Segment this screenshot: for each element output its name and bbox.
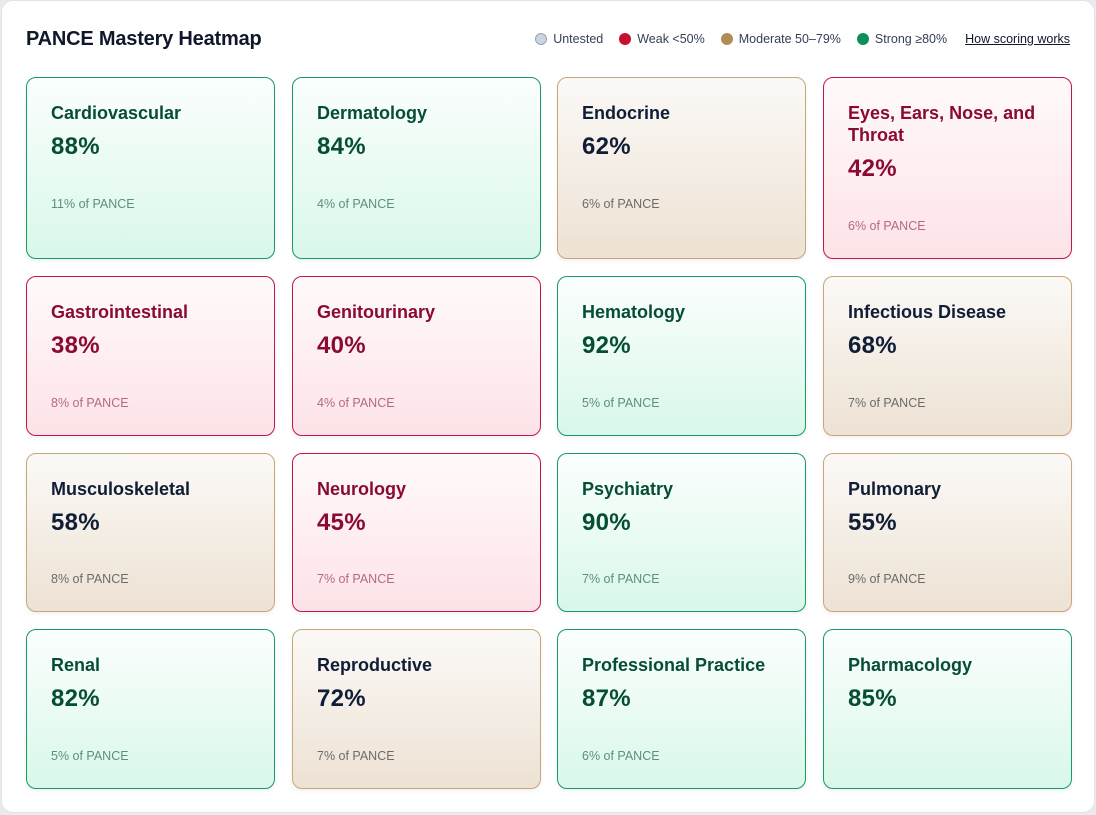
domain-card-genitourinary[interactable]: Genitourinary 40% 4% of PANCE <box>292 276 541 436</box>
card-weight: 8% of PANCE <box>51 572 129 586</box>
legend: Untested Weak <50% Moderate 50–79% Stron… <box>535 32 1070 46</box>
card-score: 45% <box>317 509 366 536</box>
card-title: Dermatology <box>317 103 428 123</box>
card-title: Gastrointestinal <box>51 302 189 322</box>
card-weight: 8% of PANCE <box>51 396 129 410</box>
card-score: 88% <box>51 133 100 160</box>
domain-card-neurology[interactable]: Neurology 45% 7% of PANCE <box>292 453 541 612</box>
mastery-grid: Cardiovascular 88% 11% of PANCE Dermatol… <box>26 77 1073 790</box>
domain-card-gastrointestinal[interactable]: Gastrointestinal 38% 8% of PANCE <box>26 276 275 436</box>
domain-card-cardiovascular[interactable]: Cardiovascular 88% 11% of PANCE <box>26 77 275 259</box>
card-title: Musculoskeletal <box>51 479 191 499</box>
card-title: Pharmacology <box>848 655 973 675</box>
moderate-dot-icon <box>720 33 733 45</box>
domain-card-pulmonary[interactable]: Pulmonary 55% 9% of PANCE <box>823 453 1072 612</box>
card-weight: 4% of PANCE <box>317 396 395 410</box>
card-score: 92% <box>582 332 631 359</box>
header: PANCE Mastery Heatmap Untested Weak <50%… <box>26 25 1070 53</box>
card-weight: 11% of PANCE <box>51 197 135 211</box>
card-score: 42% <box>848 155 897 182</box>
domain-card-eent[interactable]: Eyes, Ears, Nose, and Throat 42% 6% of P… <box>823 77 1072 259</box>
card-score: 55% <box>848 509 897 536</box>
card-score: 87% <box>582 685 631 712</box>
domain-card-psychiatry[interactable]: Psychiatry 90% 7% of PANCE <box>557 453 806 612</box>
card-score: 62% <box>582 133 631 160</box>
legend-label: Untested <box>553 32 604 46</box>
how-scoring-works-link[interactable]: How scoring works <box>965 32 1070 46</box>
card-weight: 7% of PANCE <box>317 572 395 586</box>
card-weight: 4% of PANCE <box>317 197 395 211</box>
card-title: Professional Practice <box>582 655 766 675</box>
card-title: Psychiatry <box>582 479 674 499</box>
domain-card-infectious-disease[interactable]: Infectious Disease 68% 7% of PANCE <box>823 276 1072 436</box>
strong-dot-icon <box>856 33 869 45</box>
weak-dot-icon <box>619 33 632 45</box>
card-title: Pulmonary <box>848 479 942 499</box>
card-weight: 9% of PANCE <box>848 572 926 586</box>
card-title: Endocrine <box>582 103 671 123</box>
legend-item-moderate: Moderate 50–79% <box>720 32 841 46</box>
card-score: 84% <box>317 133 366 160</box>
domain-card-reproductive[interactable]: Reproductive 72% 7% of PANCE <box>292 629 541 789</box>
card-title: Genitourinary <box>317 302 436 322</box>
card-title: Renal <box>51 655 101 675</box>
card-weight: 6% of PANCE <box>582 749 660 763</box>
card-score: 90% <box>582 509 631 536</box>
domain-card-renal[interactable]: Renal 82% 5% of PANCE <box>26 629 275 789</box>
domain-card-hematology[interactable]: Hematology 92% 5% of PANCE <box>557 276 806 436</box>
legend-item-weak: Weak <50% <box>619 32 705 46</box>
card-score: 72% <box>317 685 366 712</box>
domain-card-pharmacology[interactable]: Pharmacology 85% <box>823 629 1072 789</box>
card-score: 68% <box>848 332 897 359</box>
card-weight: 7% of PANCE <box>582 572 660 586</box>
legend-label: Strong ≥80% <box>874 32 948 46</box>
domain-card-dermatology[interactable]: Dermatology 84% 4% of PANCE <box>292 77 541 259</box>
card-score: 85% <box>848 685 897 712</box>
legend-item-strong: Strong ≥80% <box>856 32 948 46</box>
card-title: Infectious Disease <box>848 302 1007 322</box>
domain-card-musculoskeletal[interactable]: Musculoskeletal 58% 8% of PANCE <box>26 453 275 612</box>
card-weight: 7% of PANCE <box>317 749 395 763</box>
legend-label: Moderate 50–79% <box>738 32 841 46</box>
card-score: 82% <box>51 685 100 712</box>
card-score: 40% <box>317 332 366 359</box>
card-weight: 5% of PANCE <box>51 749 129 763</box>
legend-label: Weak <50% <box>637 32 705 46</box>
card-title: Cardiovascular <box>51 103 182 123</box>
page-title: PANCE Mastery Heatmap <box>26 27 262 50</box>
domain-card-professional-practice[interactable]: Professional Practice 87% 6% of PANCE <box>557 629 806 789</box>
card-title: Neurology <box>317 479 407 499</box>
card-weight: 6% of PANCE <box>582 197 660 211</box>
card-weight: 7% of PANCE <box>848 396 926 410</box>
card-score: 38% <box>51 332 100 359</box>
card-score: 58% <box>51 509 100 536</box>
legend-item-untested: Untested <box>535 32 603 46</box>
card-weight: 5% of PANCE <box>582 396 660 410</box>
card-weight: 6% of PANCE <box>848 219 926 233</box>
domain-card-endocrine[interactable]: Endocrine 62% 6% of PANCE <box>557 77 806 259</box>
card-title: Hematology <box>582 302 686 322</box>
card-title: Eyes, Ears, Nose, and Throat <box>848 103 1036 145</box>
untested-dot-icon <box>535 33 548 45</box>
card-title: Reproductive <box>317 655 433 675</box>
